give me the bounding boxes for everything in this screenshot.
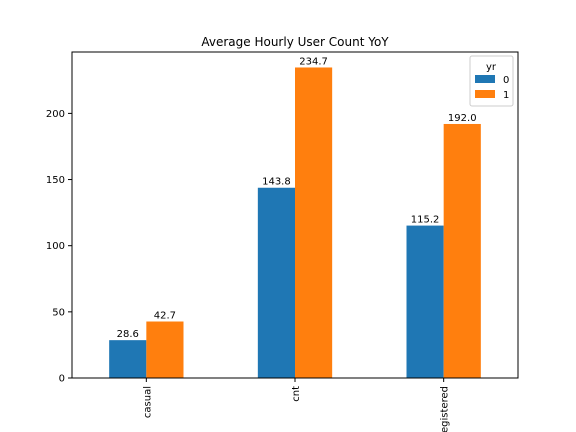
data-label-registered-1: 192.0 — [448, 113, 477, 124]
legend-label-0: 0 — [503, 75, 509, 86]
data-label-registered-0: 115.2 — [411, 215, 440, 226]
y-tick-label: 50 — [52, 307, 65, 318]
bar-registered-1[interactable] — [443, 123, 481, 378]
chart-title: Average Hourly User Count YoY — [201, 35, 389, 49]
data-labels-layer: 28.6 42.7 143.8 234.7 115.2 192.0 — [117, 56, 477, 340]
bar-casual-1[interactable] — [146, 321, 184, 378]
y-tick-label: 0 — [59, 374, 65, 385]
data-label-casual-0: 28.6 — [117, 329, 139, 340]
legend-title: yr — [486, 62, 497, 73]
bar-cnt-0[interactable] — [257, 187, 295, 378]
y-axis: 0 50 100 150 200 — [46, 109, 72, 385]
bar-registered-0[interactable] — [406, 225, 444, 378]
data-label-cnt-1: 234.7 — [299, 56, 328, 67]
x-tick-label: registered — [440, 386, 451, 432]
legend[interactable]: yr 0 1 — [469, 55, 514, 107]
x-tick-label: cnt — [291, 386, 302, 402]
legend-swatch-1 — [475, 90, 495, 98]
legend-label-1: 1 — [503, 90, 509, 101]
x-axis: casual cnt registered — [142, 378, 451, 432]
data-label-cnt-0: 143.8 — [262, 177, 291, 188]
y-tick-label: 100 — [46, 241, 65, 252]
bar-casual-0[interactable] — [109, 340, 147, 378]
data-label-casual-1: 42.7 — [154, 311, 176, 322]
x-tick-label: casual — [142, 386, 153, 418]
y-tick-label: 200 — [46, 109, 65, 120]
bar-cnt-1[interactable] — [295, 67, 333, 378]
plot-frame — [71, 51, 519, 379]
y-tick-label: 150 — [46, 175, 65, 186]
bars-layer — [109, 67, 481, 378]
legend-swatch-0 — [475, 75, 495, 83]
